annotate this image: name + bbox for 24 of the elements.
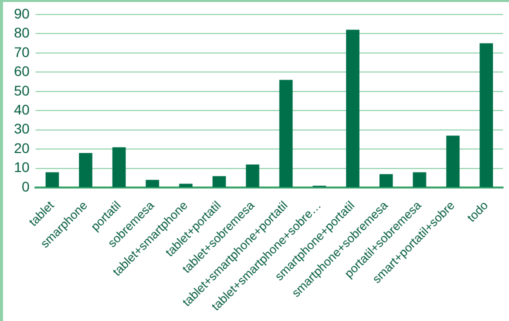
bar: [78, 152, 92, 188]
bar: [146, 180, 160, 188]
bar: [46, 172, 59, 188]
y-tick-label: 50: [14, 82, 30, 98]
y-tick-label: 60: [14, 63, 30, 80]
y-tick-label: 90: [14, 5, 30, 22]
y-tick-label: 80: [14, 24, 30, 41]
bar: [179, 184, 192, 188]
bar: [480, 43, 493, 188]
y-tick-label: 20: [14, 140, 30, 156]
bar: [379, 174, 393, 188]
y-tick-label: 40: [14, 102, 30, 118]
bar: [412, 172, 426, 188]
y-tick-label: 30: [14, 120, 30, 137]
bar: [112, 147, 126, 188]
bar: [246, 164, 260, 188]
bar: [346, 30, 360, 188]
y-tick-label: 70: [14, 44, 30, 60]
bar: [212, 176, 226, 188]
bar: [279, 80, 293, 188]
y-tick-label: 10: [14, 159, 30, 176]
x-tick-label: todo: [464, 198, 491, 225]
y-tick-label: 0: [22, 178, 30, 194]
bar: [446, 136, 460, 188]
